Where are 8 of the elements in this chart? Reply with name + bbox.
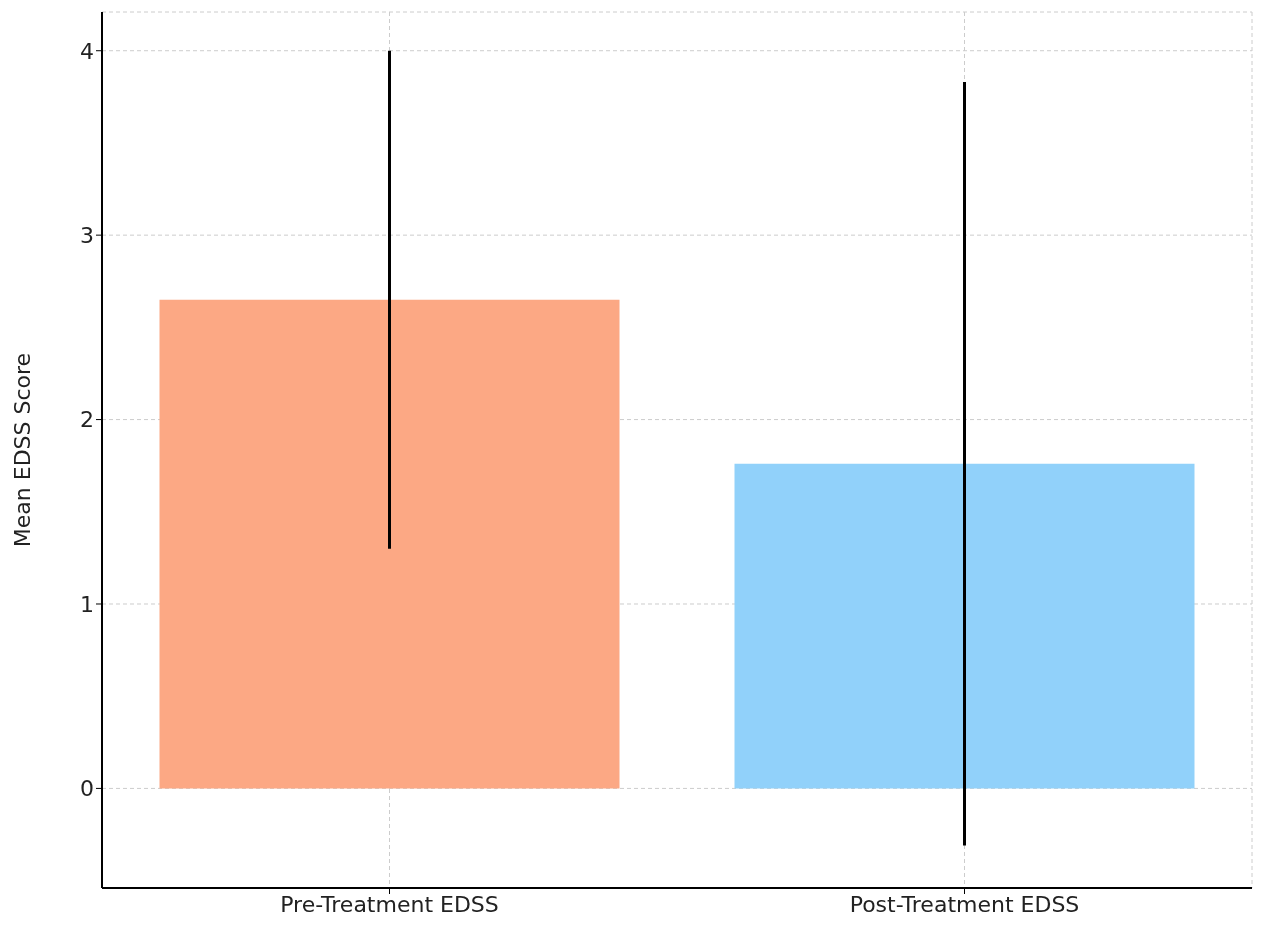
x-tick-label: Pre-Treatment EDSS	[280, 891, 499, 917]
y-tick-label: 1	[80, 591, 94, 617]
y-axis-title: Mean EDSS Score	[9, 352, 35, 548]
y-tick-label: 4	[80, 38, 94, 64]
y-tick-label: 2	[80, 407, 94, 433]
x-tick-label: Post-Treatment EDSS	[849, 891, 1080, 917]
y-tick-label: 0	[80, 776, 94, 802]
y-tick-label: 3	[80, 222, 94, 248]
